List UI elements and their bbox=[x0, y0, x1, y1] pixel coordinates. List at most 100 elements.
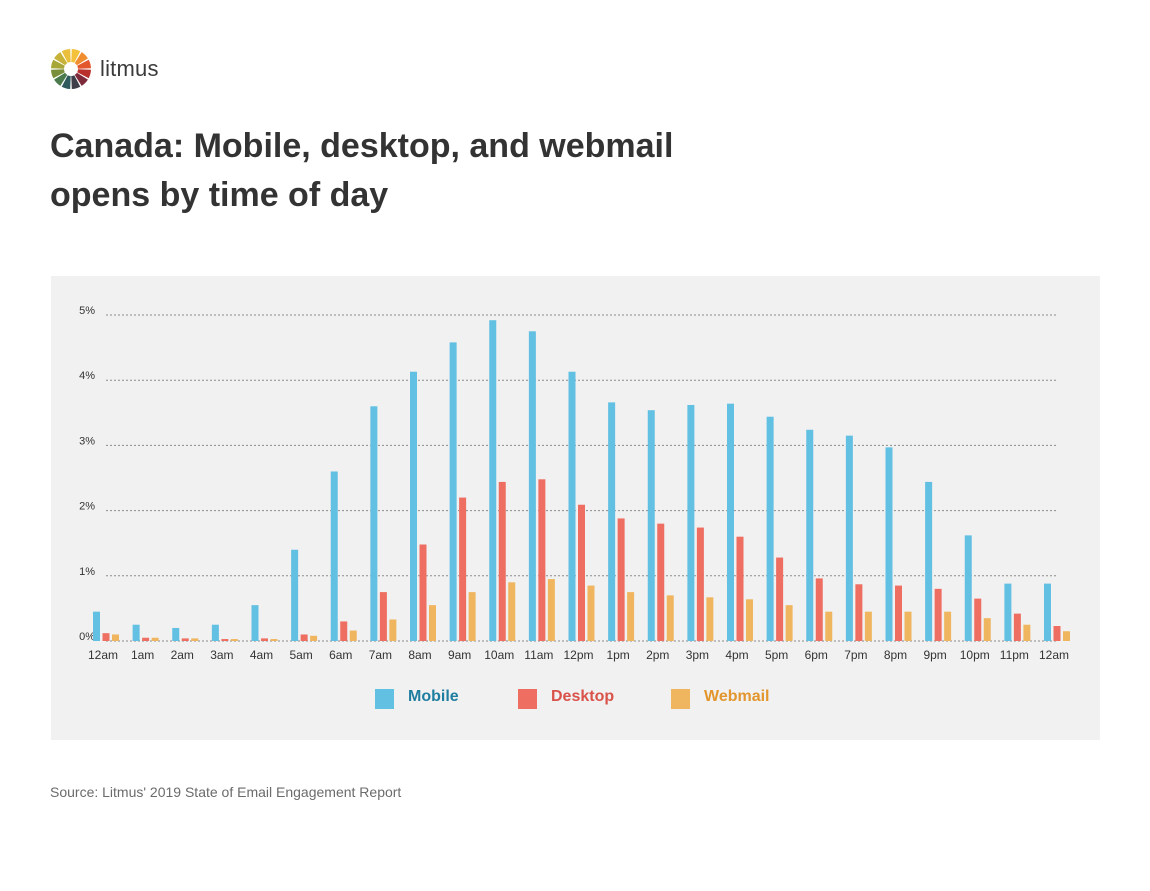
bar-desktop bbox=[498, 481, 506, 641]
x-tick-label: 4pm bbox=[725, 648, 748, 662]
bar-desktop bbox=[1013, 613, 1021, 641]
bar-mobile bbox=[528, 331, 536, 641]
bar-mobile bbox=[211, 624, 219, 641]
y-tick-label: 2% bbox=[79, 501, 95, 513]
logo-segment bbox=[71, 49, 81, 63]
bar-webmail bbox=[191, 638, 199, 641]
brand-logo: litmus bbox=[50, 48, 159, 90]
bar-mobile bbox=[172, 627, 180, 641]
x-tick-label: 12pm bbox=[563, 648, 593, 662]
bar-mobile bbox=[687, 404, 695, 641]
bar-webmail bbox=[666, 595, 674, 641]
bar-webmail bbox=[349, 630, 357, 641]
logo-segment bbox=[54, 52, 68, 66]
bars bbox=[93, 320, 1070, 641]
bar-webmail bbox=[1023, 624, 1031, 641]
bar-desktop bbox=[419, 544, 427, 641]
bar-mobile bbox=[251, 605, 259, 641]
logo-segment bbox=[71, 75, 81, 89]
y-tick-label: 1% bbox=[79, 566, 95, 578]
bar-mobile bbox=[806, 429, 814, 641]
bar-webmail bbox=[468, 592, 476, 641]
x-tick-label: 9pm bbox=[923, 648, 946, 662]
bar-webmail bbox=[825, 611, 833, 641]
x-tick-label: 12am bbox=[88, 648, 118, 662]
bar-webmail bbox=[508, 582, 516, 641]
x-tick-label: 10pm bbox=[960, 648, 990, 662]
bar-desktop bbox=[142, 637, 150, 641]
bar-webmail bbox=[706, 597, 714, 641]
title-line-2: opens by time of day bbox=[50, 176, 389, 214]
x-tick-label: 5pm bbox=[765, 648, 788, 662]
brand-name: litmus bbox=[100, 56, 159, 81]
bar-desktop bbox=[340, 621, 348, 641]
bar-mobile bbox=[727, 403, 734, 641]
legend-swatch-mobile bbox=[375, 689, 394, 709]
y-tick-label: 4% bbox=[79, 370, 95, 382]
logo-segment bbox=[61, 75, 71, 89]
bar-desktop bbox=[974, 598, 982, 641]
bar-webmail bbox=[1063, 631, 1070, 641]
y-tick-label: 0% bbox=[79, 631, 95, 643]
bar-desktop bbox=[657, 523, 665, 641]
y-tick-label: 5% bbox=[79, 305, 95, 317]
bar-mobile bbox=[489, 320, 497, 641]
bar-desktop bbox=[221, 639, 229, 641]
logo-segment bbox=[74, 52, 88, 66]
bar-desktop bbox=[895, 585, 902, 641]
bar-desktop bbox=[300, 634, 308, 641]
logo-segment bbox=[77, 69, 91, 79]
bar-webmail bbox=[904, 611, 912, 641]
bar-mobile bbox=[925, 481, 933, 641]
bar-webmail bbox=[587, 585, 595, 641]
x-tick-label: 11pm bbox=[1000, 648, 1029, 662]
x-tick-label: 6am bbox=[329, 648, 352, 662]
x-tick-label: 9am bbox=[448, 648, 471, 662]
x-tick-label: 11am bbox=[524, 648, 553, 662]
bar-desktop bbox=[1053, 626, 1061, 641]
bar-webmail bbox=[429, 605, 436, 641]
bar-mobile bbox=[1004, 583, 1012, 641]
bar-desktop bbox=[736, 536, 744, 641]
logo-segment bbox=[61, 49, 71, 63]
bar-webmail bbox=[547, 579, 555, 641]
bar-mobile bbox=[291, 549, 299, 641]
bar-desktop bbox=[934, 588, 942, 641]
bar-mobile bbox=[608, 402, 616, 641]
x-tick-label: 6pm bbox=[805, 648, 828, 662]
bar-webmail bbox=[785, 605, 793, 641]
bar-mobile bbox=[410, 371, 417, 641]
logo-segment bbox=[74, 72, 88, 86]
bar-desktop bbox=[855, 584, 863, 641]
x-tick-label: 12am bbox=[1039, 648, 1069, 662]
bar-webmail bbox=[864, 611, 872, 641]
bar-webmail bbox=[270, 639, 278, 641]
legend-swatch-desktop bbox=[518, 689, 537, 709]
bar-mobile bbox=[647, 410, 655, 641]
bar-desktop bbox=[538, 479, 546, 641]
y-axis: 0% 1% 2% 3% 4% 5% bbox=[79, 305, 1057, 643]
legend-swatch-webmail bbox=[671, 689, 690, 709]
x-tick-label: 1pm bbox=[606, 648, 629, 662]
legend-label-mobile: Mobile bbox=[408, 688, 459, 705]
x-tick-label: 10am bbox=[484, 648, 514, 662]
bar-webmail bbox=[310, 635, 318, 641]
bar-webmail bbox=[230, 639, 238, 641]
logo-segment bbox=[51, 59, 65, 69]
x-tick-label: 2pm bbox=[646, 648, 669, 662]
bar-desktop bbox=[578, 504, 585, 641]
bar-webmail bbox=[944, 611, 952, 641]
bar-webmail bbox=[389, 619, 397, 641]
bar-mobile bbox=[1044, 583, 1051, 641]
bar-webmail bbox=[983, 618, 991, 641]
chart-panel: 0% 1% 2% 3% 4% 5% 12am 1am 2am 3am 4am 5am 6am 7am 8am… bbox=[51, 276, 1100, 740]
y-tick-label: 3% bbox=[79, 435, 95, 447]
x-tick-label: 2am bbox=[171, 648, 194, 662]
bar-mobile bbox=[132, 624, 140, 641]
x-tick-label: 4am bbox=[250, 648, 273, 662]
x-tick-label: 8am bbox=[408, 648, 431, 662]
bar-desktop bbox=[181, 638, 189, 641]
x-axis: 12am 1am 2am 3am 4am 5am 6am 7am 8am 9am 10am 11am 1… bbox=[88, 648, 1069, 662]
x-tick-label: 1am bbox=[131, 648, 154, 662]
bar-desktop bbox=[102, 633, 110, 641]
